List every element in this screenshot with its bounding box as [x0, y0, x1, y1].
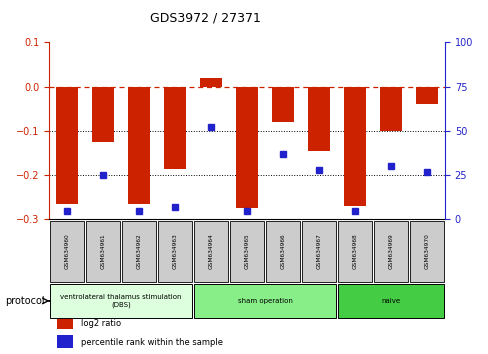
- Bar: [92, 87, 114, 142]
- Text: GSM634962: GSM634962: [136, 234, 141, 269]
- Text: ventrolateral thalamus stimulation
(DBS): ventrolateral thalamus stimulation (DBS): [60, 294, 182, 308]
- Bar: [409, 221, 443, 282]
- Bar: [164, 87, 185, 169]
- Bar: [373, 221, 407, 282]
- Text: percentile rank within the sample: percentile rank within the sample: [81, 338, 222, 347]
- Bar: [344, 87, 365, 206]
- Text: GSM634968: GSM634968: [352, 234, 357, 269]
- Bar: [307, 87, 329, 151]
- Bar: [200, 78, 221, 87]
- Bar: [194, 221, 227, 282]
- Bar: [122, 221, 156, 282]
- Text: GSM634969: GSM634969: [387, 234, 393, 269]
- Bar: [57, 316, 73, 329]
- Bar: [50, 284, 191, 318]
- Text: GSM634970: GSM634970: [424, 233, 428, 269]
- Text: GDS3972 / 27371: GDS3972 / 27371: [150, 12, 260, 25]
- Bar: [128, 87, 149, 204]
- Bar: [337, 221, 371, 282]
- Text: sham operation: sham operation: [237, 298, 292, 304]
- Text: GSM634961: GSM634961: [100, 234, 105, 269]
- Bar: [86, 221, 120, 282]
- Bar: [56, 87, 78, 204]
- Text: naive: naive: [381, 298, 400, 304]
- Bar: [415, 87, 437, 104]
- Bar: [57, 335, 73, 348]
- Text: GSM634966: GSM634966: [280, 234, 285, 269]
- Bar: [272, 87, 293, 122]
- Text: GSM634963: GSM634963: [172, 234, 177, 269]
- Bar: [229, 221, 264, 282]
- Text: GSM634965: GSM634965: [244, 234, 249, 269]
- Bar: [337, 284, 443, 318]
- Bar: [158, 221, 191, 282]
- Bar: [379, 87, 401, 131]
- Bar: [265, 221, 299, 282]
- Bar: [236, 87, 257, 209]
- Bar: [50, 221, 83, 282]
- Bar: [194, 284, 335, 318]
- Text: GSM634960: GSM634960: [64, 234, 69, 269]
- Text: log2 ratio: log2 ratio: [81, 319, 121, 328]
- Text: protocol: protocol: [5, 296, 44, 306]
- Text: GSM634964: GSM634964: [208, 234, 213, 269]
- Text: GSM634967: GSM634967: [316, 234, 321, 269]
- Bar: [302, 221, 335, 282]
